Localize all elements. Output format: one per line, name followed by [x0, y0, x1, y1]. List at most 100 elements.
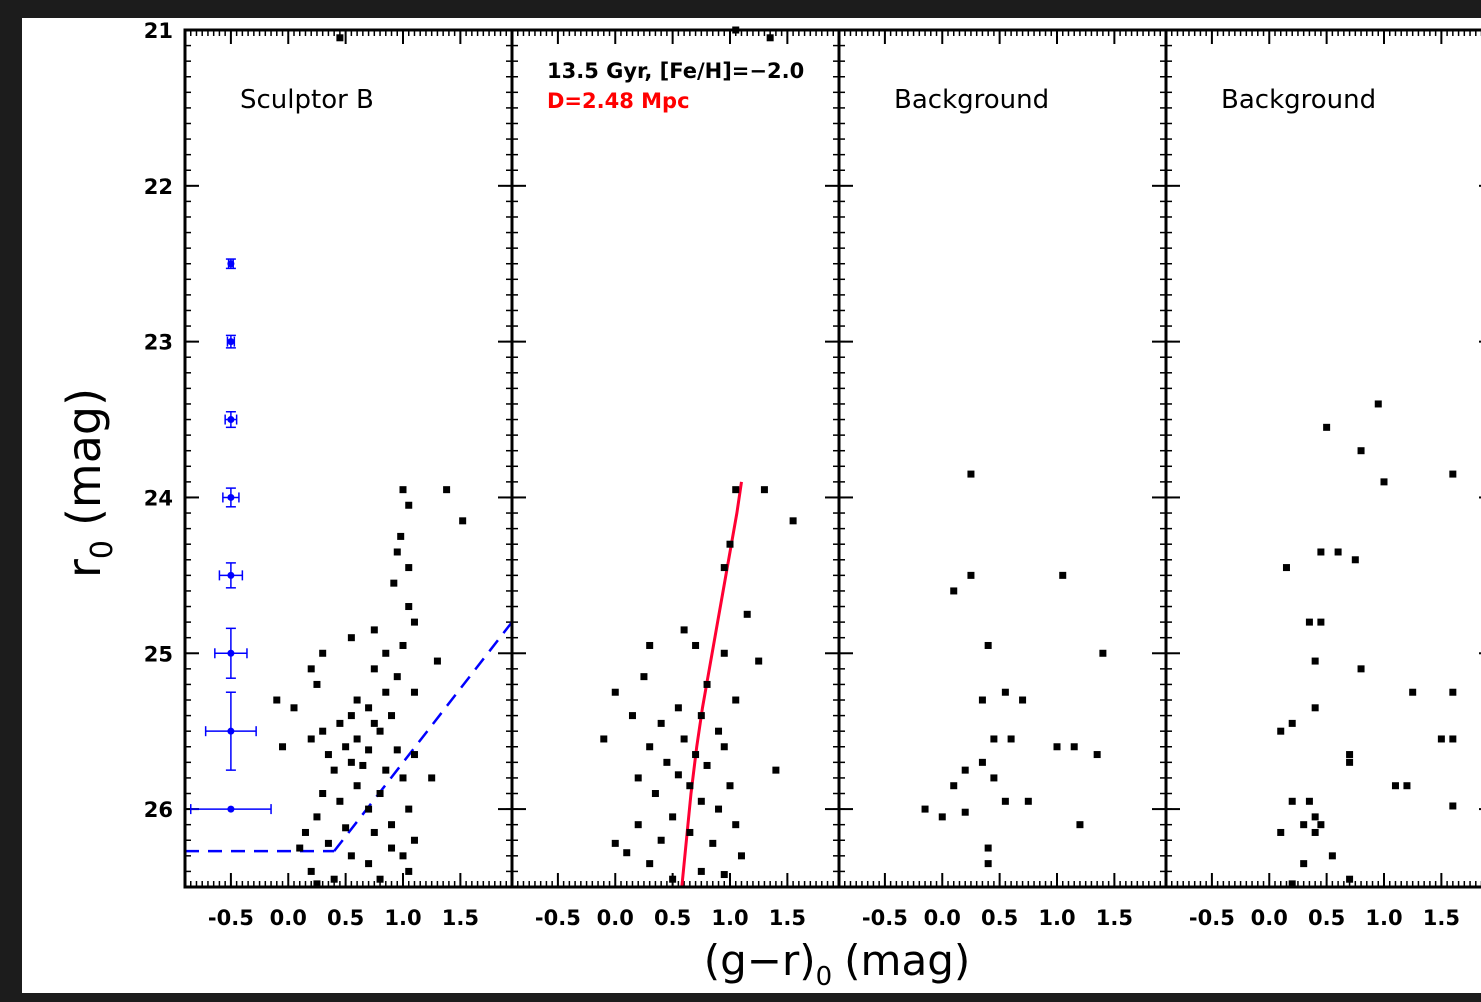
data-point [674, 771, 682, 779]
data-point [692, 641, 700, 649]
data-point [720, 871, 728, 879]
data-point [674, 704, 682, 712]
data-point [410, 688, 418, 696]
x-axis-label-unit: (mag) [844, 936, 970, 985]
data-point [646, 641, 654, 649]
data-point [1311, 704, 1319, 712]
data-point [663, 758, 671, 766]
data-point [686, 782, 694, 790]
data-point [1317, 548, 1325, 556]
x-tick-label: 1.0 [384, 906, 421, 930]
data-point [347, 758, 355, 766]
data-point [1059, 571, 1067, 579]
y-axis-label-subscript: 0 [85, 540, 120, 559]
data-point [1277, 727, 1285, 735]
x-tick-label: 1.0 [1038, 906, 1075, 930]
data-point [760, 486, 768, 494]
data-point [766, 34, 774, 42]
data-point [720, 649, 728, 657]
data-point [330, 875, 338, 883]
data-point [1311, 828, 1319, 836]
data-point [393, 673, 401, 681]
error-bar-point [227, 260, 235, 268]
data-point [1351, 556, 1359, 564]
data-point [382, 649, 390, 657]
data-point [1070, 743, 1078, 751]
data-point [978, 758, 986, 766]
figure: -0.5 0.0 0.5 1.0 1.5 21 22 23 24 25 26 Sculptor B -0… [22, 18, 1481, 993]
data-point [634, 821, 642, 829]
data-point [459, 517, 467, 525]
data-point [1019, 696, 1027, 704]
data-point [279, 743, 287, 751]
data-point [984, 641, 992, 649]
data-point [680, 626, 688, 634]
data-point [1007, 735, 1015, 743]
data-point [600, 735, 608, 743]
data-point [347, 634, 355, 642]
y-tick-label: 26 [144, 798, 173, 822]
data-point [1437, 735, 1445, 743]
y-tick-label: 23 [144, 331, 173, 355]
data-point [921, 805, 929, 813]
data-point [1277, 828, 1285, 836]
x-tick-label: -0.5 [862, 906, 908, 930]
x-tick-label: 1.5 [1423, 906, 1460, 930]
data-point [382, 766, 390, 774]
x-tick-label: -0.5 [1189, 906, 1235, 930]
data-point [330, 766, 338, 774]
x-tick-label: 1.5 [1096, 906, 1133, 930]
data-point [1374, 400, 1382, 408]
data-point [990, 774, 998, 782]
error-bar-point [227, 416, 235, 424]
data-point [1357, 665, 1365, 673]
data-point [296, 844, 304, 852]
data-point [359, 761, 367, 769]
data-point [390, 579, 398, 587]
data-point [313, 680, 321, 688]
data-point [353, 696, 361, 704]
data-point [1024, 797, 1032, 805]
data-point [428, 774, 436, 782]
data-point [405, 603, 413, 611]
data-point [370, 719, 378, 727]
data-point [1449, 802, 1457, 810]
panel-frame [510, 28, 841, 889]
data-point [967, 571, 975, 579]
data-point [1346, 758, 1354, 766]
data-point [393, 746, 401, 754]
x-tick-label: 0.0 [924, 906, 961, 930]
data-point [697, 797, 705, 805]
x-tick-label: -0.5 [535, 906, 581, 930]
data-point [611, 839, 619, 847]
panel-frame [183, 28, 514, 889]
panel-3: -0.5 0.0 0.5 1.0 1.5 Background [837, 28, 1168, 930]
panel-title: Sculptor B [240, 85, 374, 115]
data-point [290, 704, 298, 712]
data-point [1317, 821, 1325, 829]
data-point [410, 751, 418, 759]
data-point [1001, 797, 1009, 805]
data-point [1346, 875, 1354, 883]
x-tick-label: 0.0 [597, 906, 634, 930]
data-point [720, 743, 728, 751]
data-point [1099, 649, 1107, 657]
data-point [433, 657, 441, 665]
selection-line [333, 621, 513, 852]
data-point [772, 766, 780, 774]
data-point [1305, 618, 1313, 626]
data-point [990, 735, 998, 743]
data-point [324, 751, 332, 759]
data-point [388, 844, 396, 852]
data-point [1053, 743, 1061, 751]
data-point [405, 501, 413, 509]
x-axis-label-subscript: 0 [816, 962, 833, 992]
data-point [1093, 751, 1101, 759]
data-point [388, 712, 396, 720]
data-point [365, 860, 373, 868]
data-point [686, 828, 694, 836]
data-point [967, 470, 975, 478]
data-point [1346, 751, 1354, 759]
x-tick-label: 1.5 [442, 906, 479, 930]
